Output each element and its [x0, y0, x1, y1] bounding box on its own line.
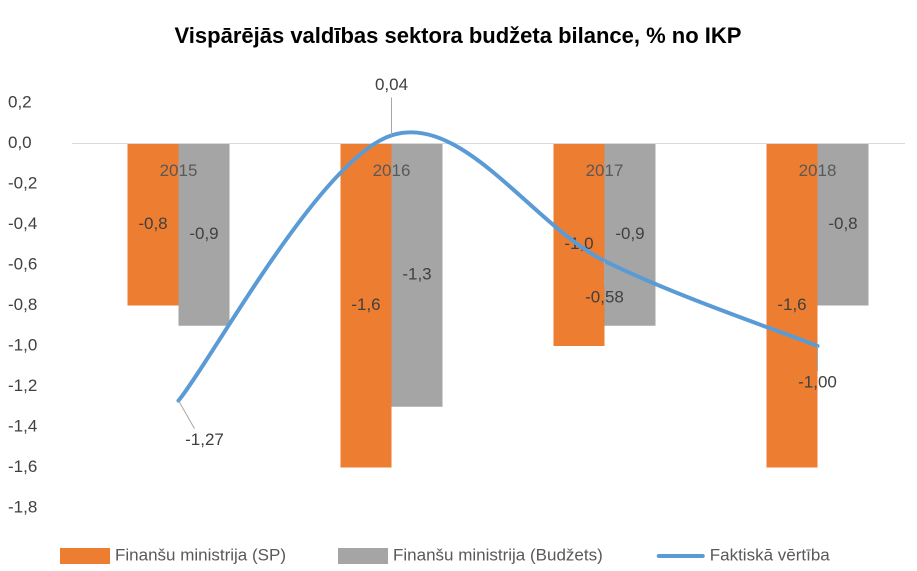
legend-label: Finanšu ministrija (SP) [115, 545, 286, 564]
legend-swatch [60, 548, 110, 564]
bar [817, 143, 869, 306]
leader-line [178, 400, 195, 429]
y-tick-label: -0,6 [8, 254, 37, 273]
y-tick-label: -1,6 [8, 457, 37, 476]
y-tick-label: -0,8 [8, 295, 37, 314]
data-label: -1,27 [185, 430, 224, 449]
bar [178, 143, 230, 326]
line [176, 130, 820, 403]
y-tick-label: -1,2 [8, 376, 37, 395]
x-tick-label: 2016 [373, 161, 411, 180]
chart-title: Vispārējās valdības sektora budžeta bila… [175, 23, 742, 48]
data-label: -1,6 [351, 295, 380, 314]
y-tick-label: -0,2 [8, 173, 37, 192]
bar [391, 143, 443, 407]
data-label: -1,6 [777, 295, 806, 314]
y-tick-label: 0,2 [8, 92, 32, 111]
bar [604, 143, 656, 326]
data-label: -0,9 [189, 224, 218, 243]
data-label: -0,8 [138, 214, 167, 233]
y-tick-label: -1,0 [8, 335, 37, 354]
legend-label: Faktiskā vērtība [710, 545, 831, 564]
y-tick-label: -1,4 [8, 416, 37, 435]
y-tick-label: -0,4 [8, 214, 37, 233]
bar [340, 143, 392, 468]
data-label: -0,9 [615, 224, 644, 243]
data-label: -0,58 [585, 287, 624, 306]
y-tick-label: -1,8 [8, 497, 37, 516]
x-tick-label: 2018 [799, 161, 837, 180]
y-tick-label: 0,0 [8, 133, 32, 152]
legend-label: Finanšu ministrija (Budžets) [393, 545, 603, 564]
x-tick-label: 2017 [586, 161, 624, 180]
x-tick-label: 2015 [160, 161, 198, 180]
data-label: -1,3 [402, 265, 431, 284]
data-label: 0,04 [375, 75, 408, 94]
legend-swatch [338, 548, 388, 564]
data-label: -0,8 [828, 214, 857, 233]
bar [127, 143, 179, 306]
data-label: -1,00 [798, 372, 837, 391]
bar [766, 143, 818, 468]
